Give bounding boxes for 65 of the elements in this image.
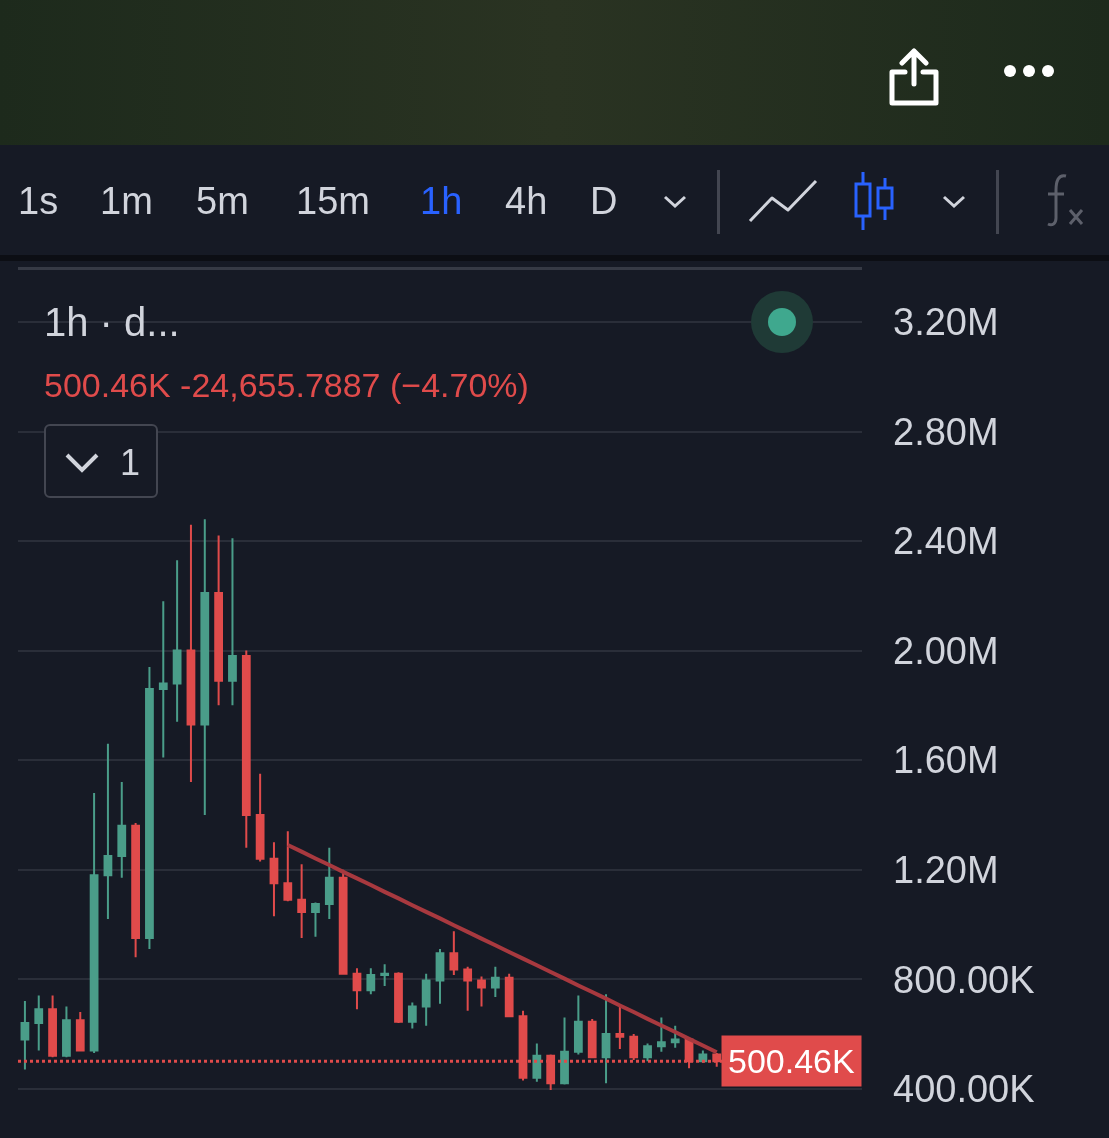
- candlestick: [158, 600, 168, 759]
- y-tick-label: 2.80M: [893, 410, 999, 453]
- text: 4h: [505, 180, 548, 223]
- candlestick: [560, 1016, 569, 1086]
- candlestick: [629, 1032, 639, 1061]
- text: 1m: [100, 180, 153, 223]
- candlestick: [172, 559, 182, 723]
- text: 15m: [296, 180, 370, 223]
- candlestick: [145, 666, 154, 951]
- candlestick: [214, 534, 224, 707]
- candlestick: [366, 967, 376, 996]
- candlestick: [601, 993, 611, 1085]
- candlestick: [228, 537, 237, 707]
- candlestick: [380, 963, 390, 988]
- text: 1s: [18, 180, 59, 223]
- candlestick: [643, 1042, 652, 1063]
- text: D: [590, 180, 618, 223]
- candlestick: [435, 948, 445, 1005]
- y-tick-label: 2.40M: [893, 520, 999, 563]
- candlestick: [62, 1005, 71, 1059]
- candlestick: [269, 841, 279, 918]
- candlestick: [117, 781, 127, 879]
- candlestick: [449, 930, 459, 977]
- candlestick: [352, 967, 362, 1011]
- candlestick: [463, 965, 473, 1012]
- candlestick: [34, 994, 44, 1052]
- y-tick-label: 3.20M: [893, 301, 999, 344]
- text: 5m: [196, 180, 249, 223]
- candlestick: [297, 863, 307, 940]
- candlestick: [421, 972, 431, 1027]
- text: 1h · d...: [44, 300, 180, 345]
- y-tick-label: 2.00M: [893, 629, 999, 672]
- candlestick: [255, 772, 265, 863]
- candlestick: [311, 901, 320, 938]
- candlestick: [504, 972, 514, 1018]
- candlestick: [656, 1016, 666, 1053]
- candlestick: [490, 965, 500, 998]
- line-series: [285, 843, 719, 1055]
- candlestick: [394, 971, 403, 1024]
- candlestick: [103, 742, 113, 920]
- y-tick-label: 1.20M: [893, 848, 999, 891]
- candlestick: [20, 1000, 30, 1071]
- candlestick: [283, 830, 293, 903]
- candlestick: [615, 1005, 625, 1051]
- candlestick: [324, 846, 334, 920]
- y-tick-label: 800.00K: [893, 958, 1035, 1001]
- ref-line-label: 500.46K: [728, 1042, 855, 1080]
- candlestick: [241, 649, 251, 849]
- y-tick-label: 1.60M: [893, 739, 999, 782]
- candlestick: [48, 994, 57, 1059]
- candlestick: [186, 523, 196, 784]
- candlestick: [75, 1011, 85, 1052]
- candlestick: [200, 518, 210, 816]
- text: 500.46K -24,655.7887 (−4.70%): [44, 366, 529, 405]
- candlestick: [670, 1024, 680, 1049]
- candlestick: [89, 791, 99, 1055]
- candlestick: [407, 1001, 417, 1030]
- annotation: 1: [120, 442, 141, 484]
- candlestick: [587, 1017, 597, 1060]
- text: 1h: [420, 180, 463, 223]
- candlestick: [131, 822, 140, 959]
- candlestick: [532, 1042, 542, 1083]
- y-tick-label: 400.00K: [893, 1068, 1035, 1111]
- candlestick: [573, 994, 583, 1056]
- candlestick: [477, 975, 486, 1008]
